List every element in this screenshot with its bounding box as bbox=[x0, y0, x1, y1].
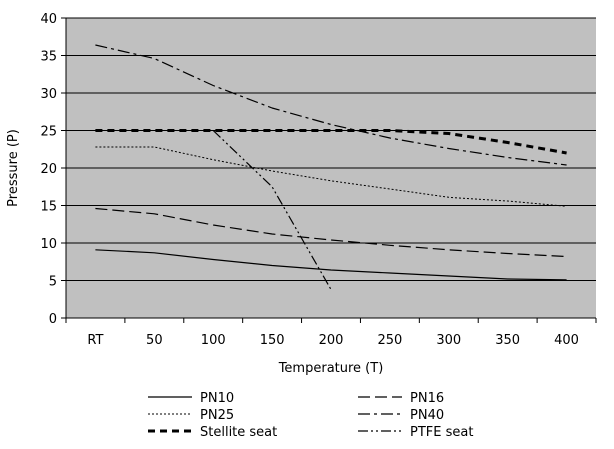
y-tick-label: 30 bbox=[40, 87, 57, 102]
x-tick-label: 200 bbox=[319, 333, 344, 348]
y-tick-label: 25 bbox=[40, 125, 57, 140]
series-line-ptfe-seat bbox=[212, 130, 332, 290]
series-lines bbox=[95, 44, 567, 290]
series-line-pn25 bbox=[95, 146, 567, 207]
x-tick-labels: RT 50 100 150 200 250 300 350 400 bbox=[87, 333, 579, 348]
y-axis-label: Pressure (P) bbox=[6, 129, 21, 207]
y-tick-labels: 0 5 10 15 20 25 30 35 40 bbox=[40, 12, 57, 327]
y-tick-label: 20 bbox=[40, 162, 57, 177]
y-tick-label: 0 bbox=[49, 312, 57, 327]
legend-label: PN40 bbox=[410, 408, 444, 423]
legend-label: PTFE seat bbox=[410, 425, 473, 440]
series-line-pn16 bbox=[95, 207, 567, 258]
y-tick-label: 40 bbox=[40, 12, 57, 27]
x-tick-label: 300 bbox=[436, 333, 461, 348]
legend: PN10 PN16 PN25 PN40 Stellite seat PTFE seat bbox=[148, 391, 473, 440]
y-tick-label: 10 bbox=[40, 237, 57, 252]
series-line-pn40 bbox=[95, 44, 567, 166]
legend-label: PN25 bbox=[200, 408, 234, 423]
gridlines bbox=[66, 17, 596, 281]
series-line-stellite-seat bbox=[95, 129, 567, 155]
series-line-pn10 bbox=[95, 249, 567, 281]
x-tick-label: 400 bbox=[554, 333, 579, 348]
x-tick-label: 250 bbox=[377, 333, 402, 348]
x-axis-label: Temperature (T) bbox=[278, 361, 384, 376]
y-tick-label: 5 bbox=[49, 275, 57, 290]
y-tick-label: 15 bbox=[40, 200, 57, 215]
x-tick-label: 150 bbox=[260, 333, 285, 348]
x-tick-label: RT bbox=[87, 333, 103, 348]
x-tick-label: 50 bbox=[146, 333, 163, 348]
axes bbox=[61, 17, 597, 323]
y-tick-label: 35 bbox=[40, 50, 57, 65]
legend-label: Stellite seat bbox=[200, 425, 277, 440]
legend-label: PN16 bbox=[410, 391, 444, 406]
x-tick-label: 100 bbox=[201, 333, 226, 348]
legend-label: PN10 bbox=[200, 391, 234, 406]
x-tick-label: 350 bbox=[495, 333, 520, 348]
